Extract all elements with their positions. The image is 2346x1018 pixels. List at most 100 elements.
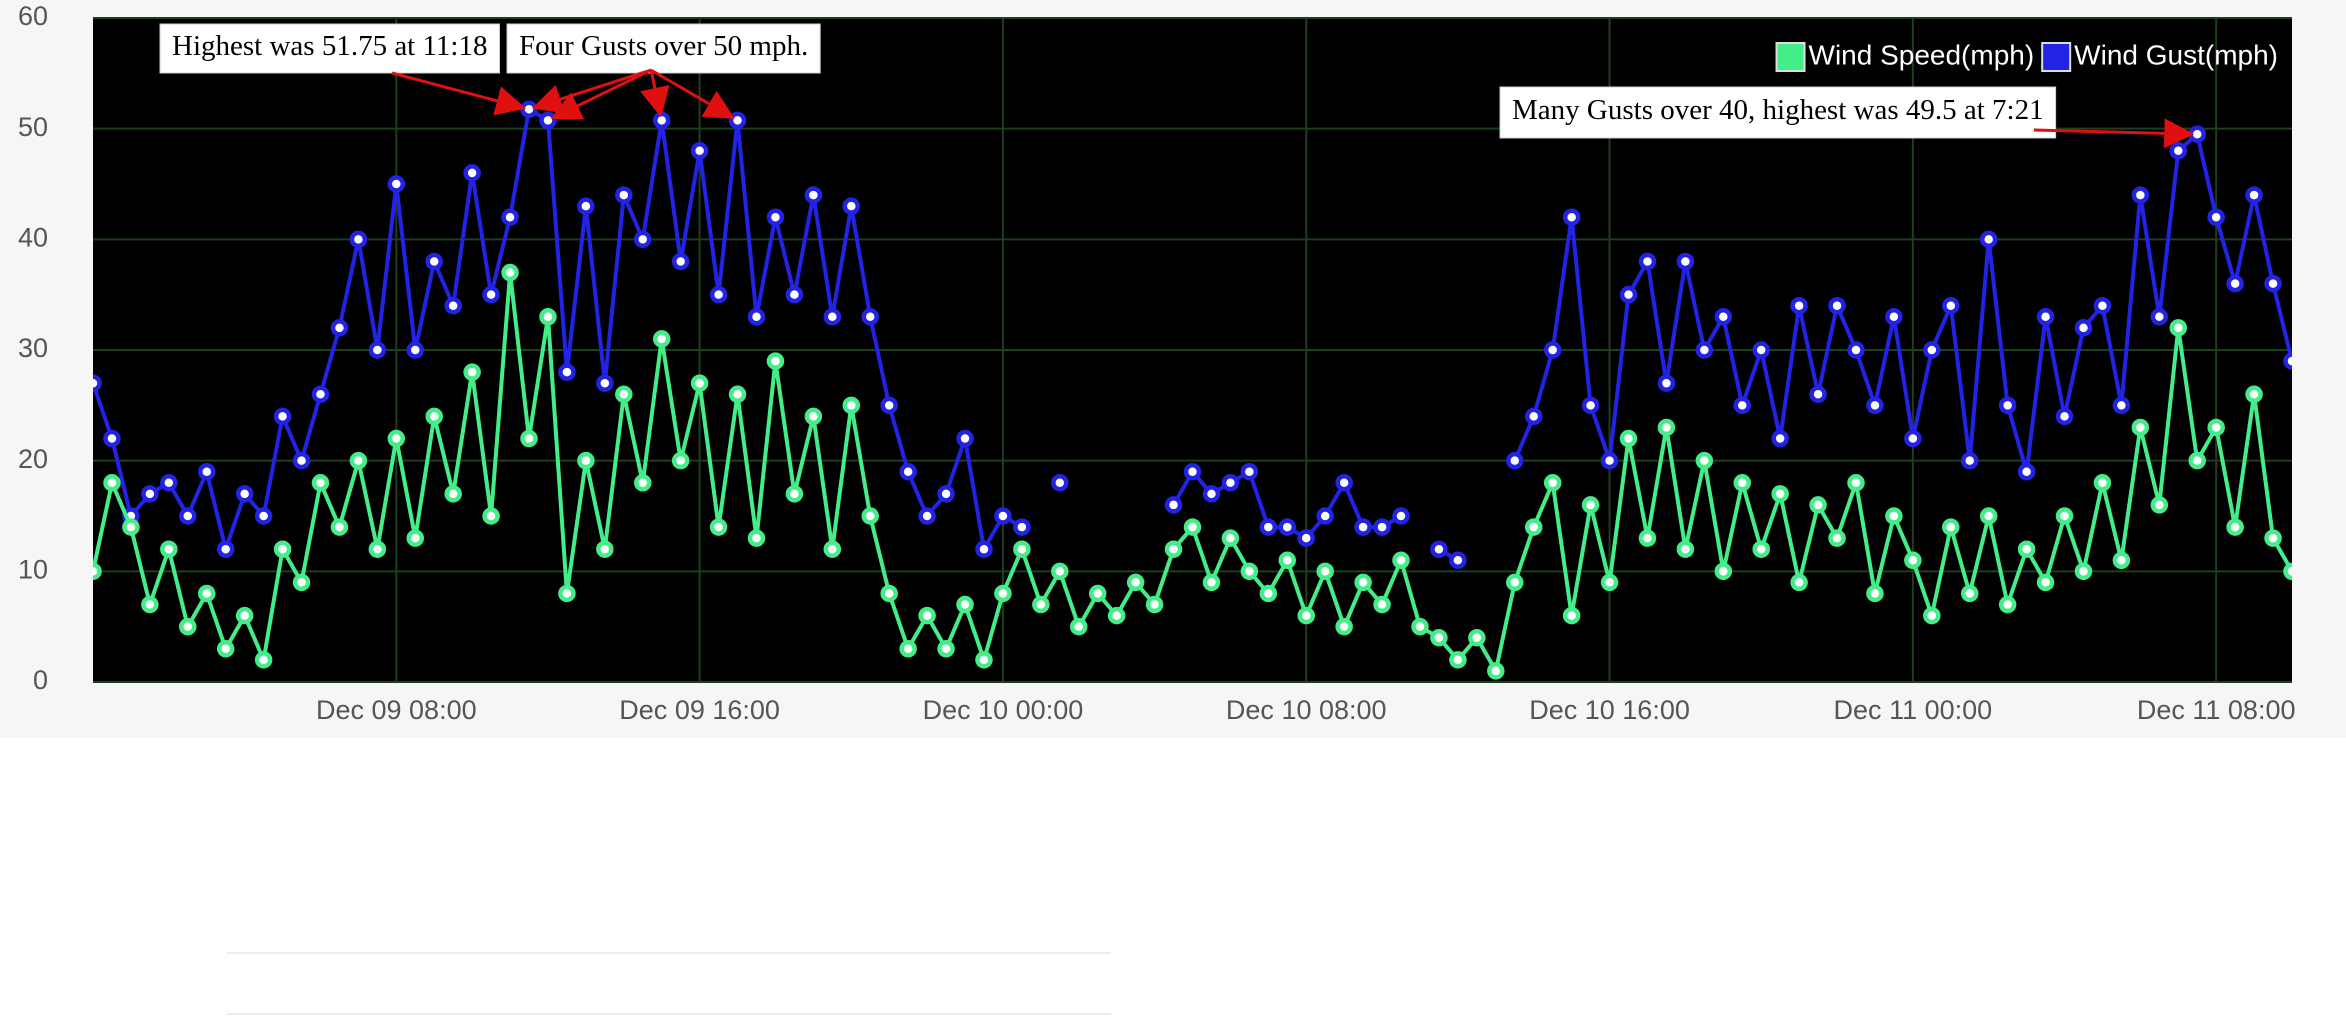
x-tick-label: Dec 11 08:00 [2137, 695, 2296, 725]
data-point [1051, 562, 1069, 581]
data-point [1373, 595, 1391, 614]
data-point [1979, 507, 1998, 525]
data-point [520, 100, 538, 119]
data-point [1468, 628, 1486, 647]
annotation-text: Many Gusts over 40, highest was 49.5 at … [1512, 94, 2044, 126]
legend-label: Wind Speed(mph) [1809, 39, 2035, 70]
data-point [406, 529, 425, 547]
data-point [1335, 617, 1353, 636]
data-point [785, 285, 804, 304]
data-point [349, 230, 368, 249]
y-tick-label: 0 [33, 665, 48, 695]
data-point [2074, 319, 2093, 337]
annotation-box [506, 23, 821, 74]
data-point [1619, 429, 1638, 448]
data-point [975, 651, 993, 669]
data-point [1013, 518, 1031, 536]
data-point [141, 595, 159, 614]
data-point [918, 606, 936, 625]
data-point [577, 451, 595, 470]
data-point [804, 186, 823, 204]
data-point [1506, 451, 1524, 470]
legend-swatch [2041, 42, 2072, 72]
data-point [482, 285, 500, 304]
data-point [1866, 584, 1884, 603]
grid: 0 10 20 30 40 50 60 Dec 09 08:00 Dec 09 16:00 Dec… [18, 1, 2296, 725]
data-point [330, 319, 349, 337]
data-point [93, 562, 102, 581]
data-point [387, 175, 406, 193]
data-point [368, 540, 387, 558]
data-point [1714, 308, 1733, 326]
data-point [2036, 308, 2055, 326]
data-point [501, 263, 519, 282]
y-tick-label: 20 [18, 444, 48, 474]
data-point [1942, 518, 1960, 536]
data-point [577, 197, 595, 215]
data-point [1524, 518, 1543, 536]
data-point [292, 573, 311, 592]
data-point [2188, 451, 2206, 470]
data-point [1714, 562, 1733, 581]
x-tick-label: Dec 09 08:00 [316, 695, 477, 725]
data-point [1885, 507, 1903, 525]
data-point [1866, 396, 1884, 415]
x-tick-label: Dec 10 00:00 [923, 695, 1084, 725]
data-point [1904, 429, 1922, 448]
data-point [1013, 540, 1031, 558]
data-point [160, 474, 178, 492]
data-point [2245, 186, 2263, 204]
annotation-text: Highest was 51.75 at 11:18 [172, 30, 487, 62]
data-point [709, 518, 728, 536]
data-point [1809, 385, 1827, 404]
data-point [728, 385, 747, 404]
data-point [1847, 474, 1865, 492]
data-point [1316, 507, 1334, 525]
data-point [2150, 308, 2169, 326]
data-point [1923, 606, 1941, 625]
data-point [747, 529, 766, 547]
data-point [520, 429, 538, 448]
data-point [2093, 474, 2112, 492]
data-point [1373, 518, 1391, 536]
data-point [994, 584, 1012, 603]
data-point [1202, 485, 1221, 503]
y-tick-label: 10 [18, 554, 48, 584]
data-point [1657, 374, 1676, 392]
data-point [823, 540, 842, 558]
data-point [1790, 573, 1808, 592]
data-point [652, 111, 671, 130]
data-point [216, 540, 235, 558]
annotation-box [159, 23, 500, 74]
data-point [1600, 451, 1619, 470]
data-point [1733, 474, 1751, 492]
data-point [254, 507, 273, 525]
data-point [634, 230, 652, 249]
data-point [1960, 584, 1979, 603]
legend-label: Wind Gust(mph) [2074, 39, 2278, 70]
data-point [235, 606, 254, 625]
data-point [368, 341, 387, 359]
data-point [2093, 296, 2112, 315]
data-point [880, 396, 898, 415]
data-point [2169, 319, 2188, 337]
data-point [671, 451, 690, 470]
data-point [1487, 662, 1505, 680]
data-point [1032, 595, 1050, 614]
data-point [1979, 230, 1998, 249]
data-point [197, 462, 216, 481]
data-point [747, 308, 766, 326]
data-point [1259, 584, 1278, 603]
data-point [1088, 584, 1107, 603]
data-point [2017, 540, 2036, 558]
data-point [1847, 341, 1865, 359]
data-point [1392, 551, 1410, 570]
data-point [197, 584, 216, 603]
data-point [1828, 296, 1846, 315]
data-point [615, 186, 633, 204]
data-point [1733, 396, 1751, 415]
data-point [1998, 595, 2017, 614]
data-point [1506, 573, 1524, 592]
annotation-arrow [2033, 118, 2195, 149]
